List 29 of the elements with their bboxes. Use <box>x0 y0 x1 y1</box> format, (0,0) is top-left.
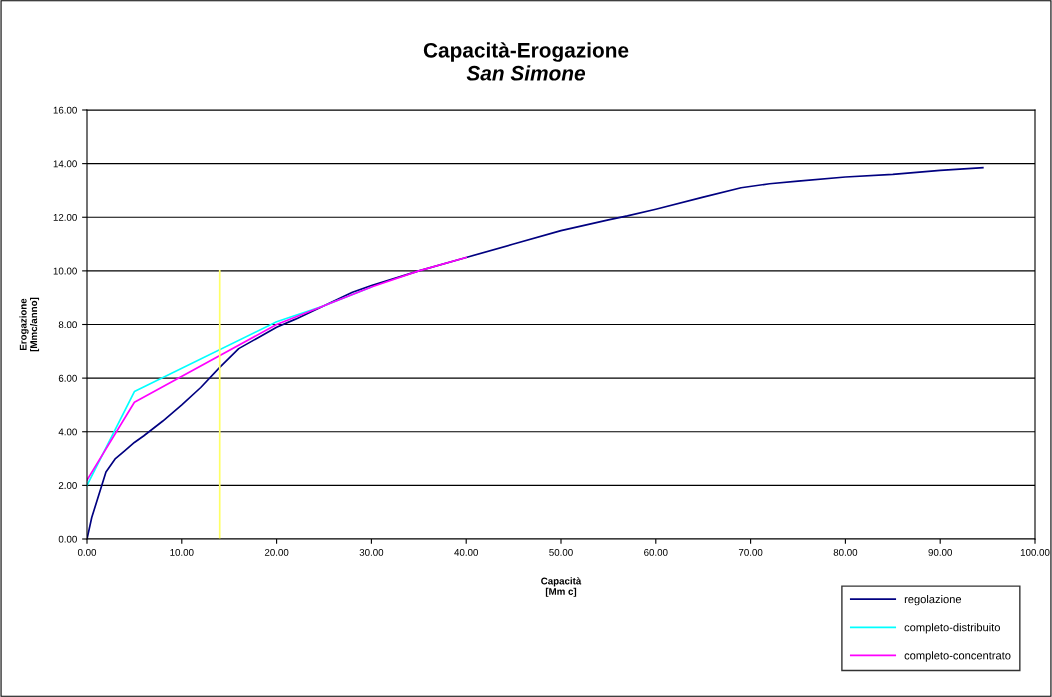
chart-title: Capacità-Erogazione <box>423 42 629 62</box>
x-tick-label: 60.00 <box>644 548 668 556</box>
x-tick-label: 50.00 <box>549 548 573 556</box>
y-tick-label: 10.00 <box>53 267 77 275</box>
y-tick-label: 0.00 <box>58 535 77 543</box>
x-tick-label: 80.00 <box>833 548 858 556</box>
x-tick-label: 20.00 <box>264 548 289 556</box>
y-axis-title: Erogazione [Mmc/anno] <box>19 297 40 352</box>
y-tick-label: 12.00 <box>53 213 77 221</box>
y-tick-label: 2.00 <box>58 482 77 489</box>
legend-label: regolazione <box>904 595 962 606</box>
x-tick-label: 70.00 <box>738 548 763 556</box>
chart-subtitle: San Simone <box>466 65 586 81</box>
line-series <box>87 166 984 539</box>
y-tick-label: 14.00 <box>53 160 77 168</box>
legend-label: completo-distribuito <box>904 623 1000 634</box>
y-tick-label: 8.00 <box>58 321 77 329</box>
legend-label: completo-concentrato <box>904 651 1011 662</box>
x-tick-label: 90.00 <box>928 548 952 556</box>
y-tick-label: 16.00 <box>53 106 77 114</box>
x-tick-label: 100.00 <box>1020 548 1050 556</box>
y-tick-label: 4.00 <box>58 428 77 436</box>
x-tick-label: 40.00 <box>454 548 478 556</box>
x-axis-title: Capacità [Mm c] <box>541 577 582 597</box>
x-tick-label: 10.00 <box>170 548 194 556</box>
x-tick-label: 30.00 <box>359 548 384 556</box>
line-series <box>87 256 468 481</box>
x-tick-label: 0.00 <box>77 548 97 556</box>
y-tick-label: 6.00 <box>58 374 77 382</box>
